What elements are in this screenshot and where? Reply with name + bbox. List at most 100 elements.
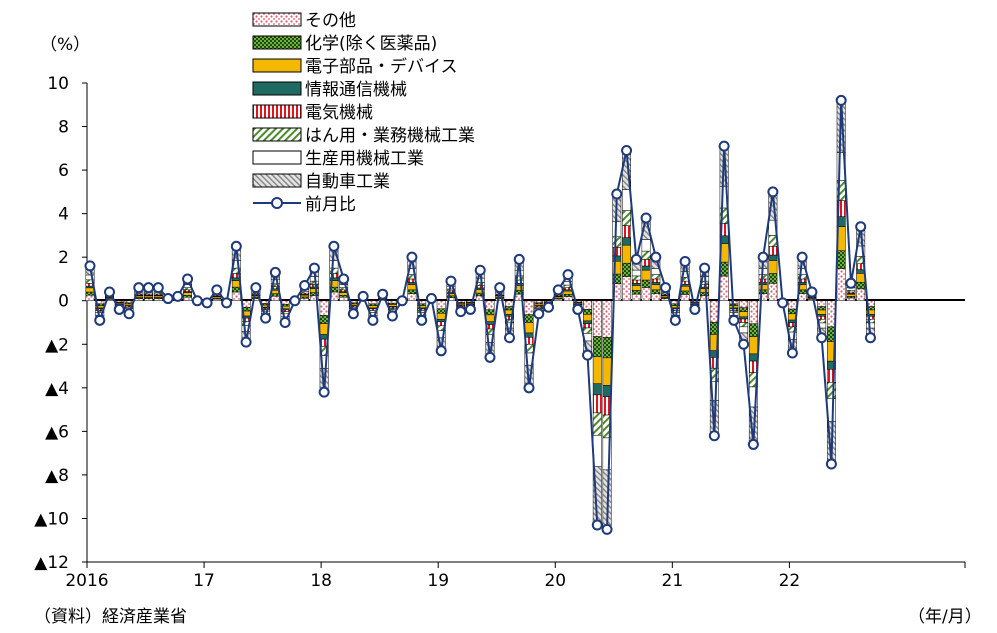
mom-point <box>201 297 213 309</box>
bar-segment <box>817 306 827 311</box>
bar-segment <box>407 282 417 285</box>
bar-segment <box>865 316 875 320</box>
mom-point <box>786 347 798 359</box>
bar-segment <box>583 320 592 324</box>
bar-segment <box>592 383 602 396</box>
legend-marker <box>271 197 283 209</box>
bar-segment <box>592 412 602 436</box>
bar-segment <box>300 294 310 298</box>
mom-point <box>230 240 242 252</box>
mom-point <box>133 282 145 294</box>
bar-segment <box>739 307 749 312</box>
bar-segment <box>817 309 827 315</box>
bar-segment <box>592 394 602 414</box>
bar-segment <box>700 295 710 301</box>
mom-point <box>152 282 164 294</box>
bar-segment <box>739 322 749 328</box>
bar-segment <box>651 274 661 280</box>
bar-segment <box>583 323 592 329</box>
mom-point <box>484 351 496 363</box>
bar-segment <box>748 353 758 362</box>
bar-segment <box>407 293 417 301</box>
bar-segment <box>700 288 710 293</box>
bar-segment <box>758 284 768 291</box>
bar-segment <box>270 293 280 297</box>
bar-segment <box>319 300 329 316</box>
bar-segment <box>748 300 758 324</box>
x-tick-label: 17 <box>193 571 215 591</box>
bar-segment <box>329 267 339 274</box>
y-tick-label: 2 <box>58 248 69 268</box>
bar-segment <box>856 273 866 283</box>
bar-segment <box>436 312 446 320</box>
mom-point <box>738 338 750 350</box>
mom-point <box>357 290 369 302</box>
bar-segment <box>836 250 846 269</box>
bar-segment <box>651 278 661 283</box>
bar-segment <box>651 284 661 291</box>
mom-point <box>513 253 525 265</box>
mom-point <box>269 266 281 278</box>
bar-segment <box>768 273 778 284</box>
mom-point <box>211 284 223 296</box>
mom-point <box>386 310 398 322</box>
bar-segment <box>700 292 710 296</box>
bar-segment <box>622 210 632 226</box>
mom-point <box>367 314 379 326</box>
mom-point <box>260 312 272 324</box>
bar-segment <box>748 336 758 355</box>
bar-segment <box>651 293 661 301</box>
legend-label: 生産用機械工業 <box>305 149 424 169</box>
legend-label: 情報通信機械 <box>305 80 407 100</box>
legend-entry: 化学(除く医薬品) <box>252 34 437 54</box>
mom-point <box>416 314 428 326</box>
bar-segment <box>183 292 193 296</box>
mom-point <box>455 306 467 318</box>
bar-segment <box>124 300 134 304</box>
y-tick-label: 6 <box>58 161 69 181</box>
mom-point <box>552 284 564 296</box>
mom-point <box>84 260 96 272</box>
bar-segment <box>212 298 222 301</box>
legend-entry: その他 <box>252 11 356 31</box>
bar-segment <box>612 247 622 257</box>
y-tick-label: ▲10 <box>34 509 69 529</box>
legend-swatch <box>252 173 302 188</box>
mom-point <box>796 251 808 263</box>
bar-segment <box>153 298 163 301</box>
bar-segment <box>622 262 632 277</box>
mom-point <box>767 186 779 198</box>
mom-point <box>669 314 681 326</box>
bar-segment <box>641 287 651 301</box>
x-tick-label: 22 <box>779 571 801 591</box>
bar-segment <box>865 318 875 324</box>
x-axis-unit-label: （年/月） <box>908 607 982 627</box>
mom-point <box>640 212 652 224</box>
bar-segment <box>485 309 495 316</box>
bar-segment <box>817 314 827 317</box>
bar-segment <box>407 284 417 291</box>
bar-segment <box>583 309 592 315</box>
bar-segment <box>387 304 397 307</box>
mom-point <box>94 314 106 326</box>
bar-segment <box>563 296 573 301</box>
bar-segment <box>309 280 319 285</box>
bar-segment <box>592 300 602 337</box>
bar-segment <box>846 294 856 297</box>
bar-segment <box>622 276 632 301</box>
mom-point <box>718 140 730 152</box>
bar-segment <box>680 285 690 292</box>
mom-point <box>562 269 574 281</box>
mom-point <box>172 290 184 302</box>
bar-segment <box>329 260 339 269</box>
legend-entry: はん用・業務機械工業 <box>252 126 475 146</box>
y-tick-label: 8 <box>58 118 69 138</box>
bar-segment <box>319 323 329 335</box>
mom-point <box>191 295 203 307</box>
legend-entry: 電気機械 <box>252 103 373 123</box>
mom-point <box>221 297 233 309</box>
mom-point <box>406 251 418 263</box>
bar-segment <box>631 279 641 284</box>
bar-segment <box>758 282 768 285</box>
